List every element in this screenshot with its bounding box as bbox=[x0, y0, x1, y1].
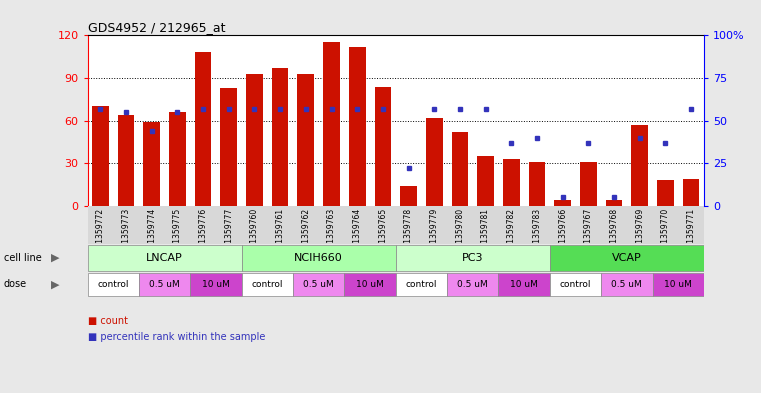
Bar bbox=[396, 245, 549, 271]
Text: GSM1359779: GSM1359779 bbox=[430, 208, 439, 259]
Bar bbox=[298, 74, 314, 206]
Bar bbox=[632, 125, 648, 206]
Bar bbox=[529, 162, 546, 206]
Text: GSM1359783: GSM1359783 bbox=[533, 208, 542, 259]
Text: cell line: cell line bbox=[4, 253, 42, 263]
Bar bbox=[293, 273, 344, 296]
Text: GSM1359769: GSM1359769 bbox=[635, 208, 645, 259]
Bar bbox=[549, 245, 704, 271]
Text: 0.5 uM: 0.5 uM bbox=[612, 280, 642, 289]
Text: GSM1359778: GSM1359778 bbox=[404, 208, 413, 259]
Text: GSM1359775: GSM1359775 bbox=[173, 208, 182, 259]
Bar bbox=[118, 115, 135, 206]
Text: control: control bbox=[97, 280, 129, 289]
Bar bbox=[272, 68, 288, 206]
Text: GSM1359771: GSM1359771 bbox=[686, 208, 696, 259]
Text: GSM1359772: GSM1359772 bbox=[96, 208, 105, 259]
Bar bbox=[653, 273, 704, 296]
Bar bbox=[169, 112, 186, 206]
Bar bbox=[344, 273, 396, 296]
Text: GSM1359770: GSM1359770 bbox=[661, 208, 670, 259]
Bar bbox=[195, 52, 212, 206]
Text: ■ percentile rank within the sample: ■ percentile rank within the sample bbox=[88, 332, 265, 342]
Text: GSM1359776: GSM1359776 bbox=[199, 208, 208, 259]
Bar bbox=[396, 273, 447, 296]
Text: GSM1359766: GSM1359766 bbox=[558, 208, 567, 259]
Bar bbox=[580, 162, 597, 206]
Text: GSM1359760: GSM1359760 bbox=[250, 208, 259, 259]
Bar bbox=[426, 118, 443, 206]
Text: GSM1359763: GSM1359763 bbox=[327, 208, 336, 259]
Text: 0.5 uM: 0.5 uM bbox=[304, 280, 334, 289]
Bar bbox=[92, 107, 109, 206]
Bar bbox=[447, 273, 498, 296]
Bar bbox=[246, 74, 263, 206]
Text: ■ count: ■ count bbox=[88, 316, 128, 326]
Bar bbox=[221, 88, 237, 206]
Text: GSM1359774: GSM1359774 bbox=[147, 208, 156, 259]
Text: 10 uM: 10 uM bbox=[356, 280, 384, 289]
Bar bbox=[88, 245, 242, 271]
Text: 10 uM: 10 uM bbox=[664, 280, 693, 289]
Text: control: control bbox=[406, 280, 437, 289]
Bar bbox=[503, 159, 520, 206]
Text: GSM1359762: GSM1359762 bbox=[301, 208, 310, 259]
Bar bbox=[606, 200, 622, 206]
Text: GSM1359773: GSM1359773 bbox=[122, 208, 131, 259]
Bar bbox=[498, 273, 549, 296]
Text: GSM1359782: GSM1359782 bbox=[507, 208, 516, 259]
Text: GSM1359765: GSM1359765 bbox=[378, 208, 387, 259]
Bar bbox=[451, 132, 468, 206]
Text: ▶: ▶ bbox=[50, 253, 59, 263]
Bar bbox=[349, 47, 365, 206]
Bar bbox=[88, 273, 139, 296]
Bar bbox=[400, 186, 417, 206]
Text: 10 uM: 10 uM bbox=[202, 280, 230, 289]
Text: ▶: ▶ bbox=[50, 279, 59, 289]
Text: GDS4952 / 212965_at: GDS4952 / 212965_at bbox=[88, 21, 225, 34]
Bar bbox=[683, 179, 699, 206]
Bar bbox=[242, 273, 293, 296]
Bar bbox=[143, 122, 160, 206]
Bar bbox=[139, 273, 190, 296]
Text: PC3: PC3 bbox=[462, 253, 483, 263]
Bar bbox=[374, 86, 391, 206]
Text: GSM1359764: GSM1359764 bbox=[352, 208, 361, 259]
Text: control: control bbox=[252, 280, 283, 289]
Bar bbox=[190, 273, 242, 296]
Text: 0.5 uM: 0.5 uM bbox=[457, 280, 488, 289]
Text: dose: dose bbox=[4, 279, 27, 289]
Bar bbox=[601, 273, 653, 296]
Text: GSM1359761: GSM1359761 bbox=[275, 208, 285, 259]
Bar bbox=[549, 273, 601, 296]
Text: LNCAP: LNCAP bbox=[146, 253, 183, 263]
Text: GSM1359780: GSM1359780 bbox=[455, 208, 464, 259]
Text: GSM1359768: GSM1359768 bbox=[610, 208, 619, 259]
Text: control: control bbox=[560, 280, 591, 289]
Text: 10 uM: 10 uM bbox=[510, 280, 538, 289]
Bar bbox=[554, 200, 571, 206]
Bar bbox=[477, 156, 494, 206]
Bar bbox=[323, 42, 340, 206]
Text: GSM1359767: GSM1359767 bbox=[584, 208, 593, 259]
Text: VCAP: VCAP bbox=[612, 253, 642, 263]
Bar bbox=[657, 180, 673, 206]
Text: GSM1359777: GSM1359777 bbox=[224, 208, 234, 259]
Text: GSM1359781: GSM1359781 bbox=[481, 208, 490, 259]
Bar bbox=[242, 245, 396, 271]
Text: 0.5 uM: 0.5 uM bbox=[149, 280, 180, 289]
Text: NCIH660: NCIH660 bbox=[295, 253, 343, 263]
